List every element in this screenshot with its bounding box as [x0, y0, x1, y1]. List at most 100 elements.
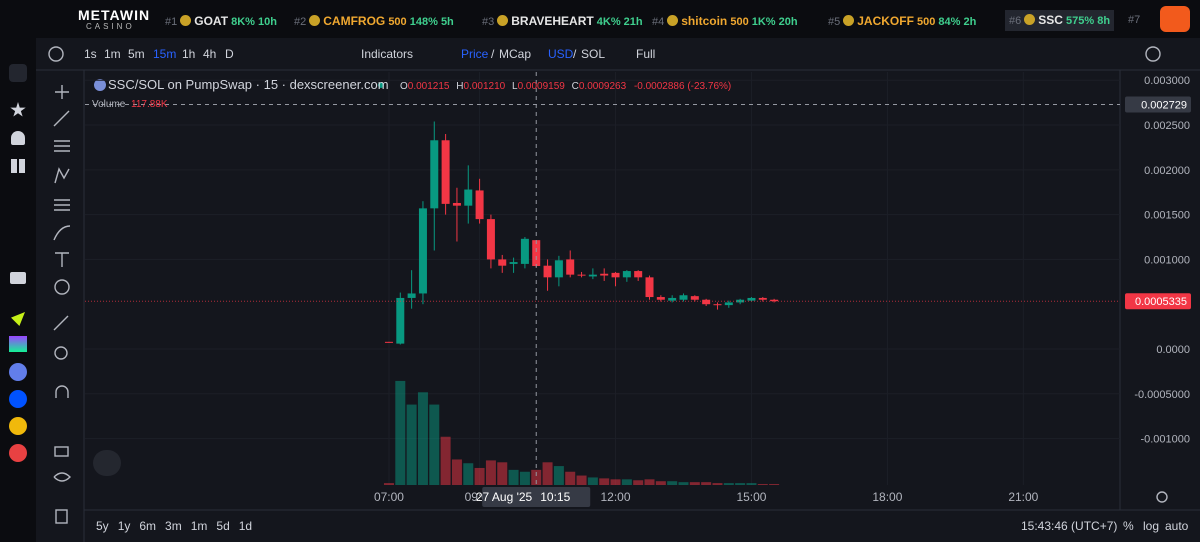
volume-label: Volume: [92, 99, 126, 110]
auto-toggle[interactable]: auto: [1165, 519, 1189, 533]
ticker-item[interactable]: #2 CAMFROG 500 148% 5h: [294, 14, 454, 28]
ticker-item[interactable]: #4 shitcoin 500 1K% 20h: [652, 14, 798, 28]
drawing-tools[interactable]: [48, 46, 1168, 524]
interval[interactable]: D: [225, 47, 234, 61]
interval[interactable]: 5m: [128, 47, 145, 61]
solana-icon[interactable]: [9, 336, 27, 352]
token-icon: [1024, 14, 1036, 25]
brush-tool[interactable]: [53, 225, 71, 241]
bsc-icon[interactable]: [9, 417, 27, 435]
percent-toggle[interactable]: %: [1123, 519, 1134, 533]
ad-icon[interactable]: [10, 272, 26, 284]
ticker-item[interactable]: #3 BRAVEHEART 4K% 21h: [482, 14, 643, 28]
pattern-tool[interactable]: [54, 167, 70, 184]
ohlc: O0.001215 H0.001210 L0.0009159 C0.000926…: [400, 81, 731, 92]
volume-bar: [474, 467, 485, 485]
candle-body: [464, 189, 473, 206]
ruler-tool[interactable]: [53, 315, 69, 331]
usd-toggle[interactable]: USD: [548, 47, 574, 61]
change: 84%: [938, 16, 961, 28]
high: 0.001210: [464, 81, 506, 92]
volume-bar: [701, 482, 712, 485]
candle-body: [486, 219, 495, 260]
eth-icon[interactable]: [9, 363, 27, 381]
ticker-item[interactable]: #1 GOAT 8K% 10h: [165, 14, 277, 28]
rank: #7: [1128, 14, 1141, 26]
interval[interactable]: 15m: [153, 47, 177, 61]
mcap-toggle[interactable]: MCap: [499, 47, 532, 61]
fib-tool[interactable]: [54, 140, 70, 152]
y-tick-label: 0.002000: [1144, 165, 1190, 177]
rank: #6: [1009, 15, 1022, 27]
rank: #1: [165, 16, 178, 28]
candle-body: [452, 202, 461, 206]
volume-bar: [406, 404, 417, 485]
range[interactable]: 5d: [216, 519, 230, 533]
token-name: shitcoin: [681, 14, 728, 28]
full-button[interactable]: Full: [636, 47, 656, 61]
interval[interactable]: 1h: [182, 47, 196, 61]
magnet-tool[interactable]: [55, 385, 69, 398]
candle-body: [634, 271, 643, 278]
indicators-button[interactable]: Indicators: [361, 47, 414, 61]
interval[interactable]: 4h: [203, 47, 217, 61]
ticker-item[interactable]: #7: [1128, 14, 1155, 26]
range[interactable]: 1d: [238, 519, 253, 533]
log-toggle[interactable]: log: [1143, 519, 1160, 533]
volume-bar: [576, 475, 587, 485]
volume-bar: [440, 436, 451, 485]
volume-bar: [610, 479, 621, 485]
price-toggle[interactable]: Price: [461, 47, 489, 61]
c-label: C: [572, 81, 579, 92]
range[interactable]: 5y: [96, 519, 109, 533]
range[interactable]: 3m: [165, 519, 182, 533]
volume-bar: [429, 404, 440, 485]
volume-bar: [531, 469, 542, 485]
text-tool[interactable]: [55, 252, 69, 267]
emoji-tool[interactable]: [54, 279, 70, 295]
separator: /: [573, 47, 577, 61]
add-symbol[interactable]: [48, 46, 64, 62]
change: -0.0002886 (-23.76%): [634, 81, 731, 92]
grid-icon[interactable]: [11, 159, 25, 173]
range[interactable]: 1m: [190, 519, 208, 533]
candle-body: [668, 297, 677, 301]
ticker-item[interactable]: #6 SSC 575% 8h: [1005, 10, 1115, 31]
search-icon[interactable]: [9, 64, 27, 82]
range[interactable]: 6m: [139, 519, 157, 533]
settings-icon[interactable]: [1145, 46, 1161, 62]
chain-icon[interactable]: [9, 444, 27, 462]
base-icon[interactable]: [9, 390, 27, 408]
token-icon: [843, 15, 855, 26]
range[interactable]: 1y: [117, 519, 131, 533]
volume-bar: [508, 469, 519, 485]
interval[interactable]: 1s: [84, 47, 97, 61]
zoom-tool[interactable]: [54, 346, 68, 360]
projection-tool[interactable]: [54, 199, 70, 211]
volume-bar: [621, 479, 632, 485]
volume-bar: [644, 479, 655, 485]
volume-bar: [599, 478, 610, 485]
interval[interactable]: 1m: [104, 47, 121, 61]
tv-logo[interactable]: [93, 450, 121, 476]
volume-bar: [519, 471, 530, 485]
axis-settings[interactable]: [1156, 491, 1168, 503]
candle-body: [645, 277, 654, 298]
candle-body: [396, 297, 405, 344]
ticker-item[interactable]: #5 JACKOFF 500 84% 2h: [828, 14, 976, 28]
candle-body: [656, 297, 665, 300]
lock-tool[interactable]: [54, 446, 69, 457]
candle-body: [713, 304, 722, 306]
eye-tool[interactable]: [53, 472, 71, 482]
candle-body: [520, 238, 529, 264]
crosshair-tool[interactable]: [55, 85, 69, 99]
alerts-icon[interactable]: [11, 131, 25, 145]
sol-toggle[interactable]: SOL: [581, 47, 606, 61]
promo-button[interactable]: [1160, 6, 1190, 32]
trash-tool[interactable]: [55, 509, 68, 524]
token-icon: [180, 15, 192, 26]
separator: /: [491, 47, 495, 61]
ticker-bar: METAWIN CASINO #1 GOAT 8K% 10h #2 CAMFROG 5…: [0, 0, 1200, 38]
line-tool[interactable]: [53, 110, 70, 127]
candle-body: [384, 341, 393, 343]
